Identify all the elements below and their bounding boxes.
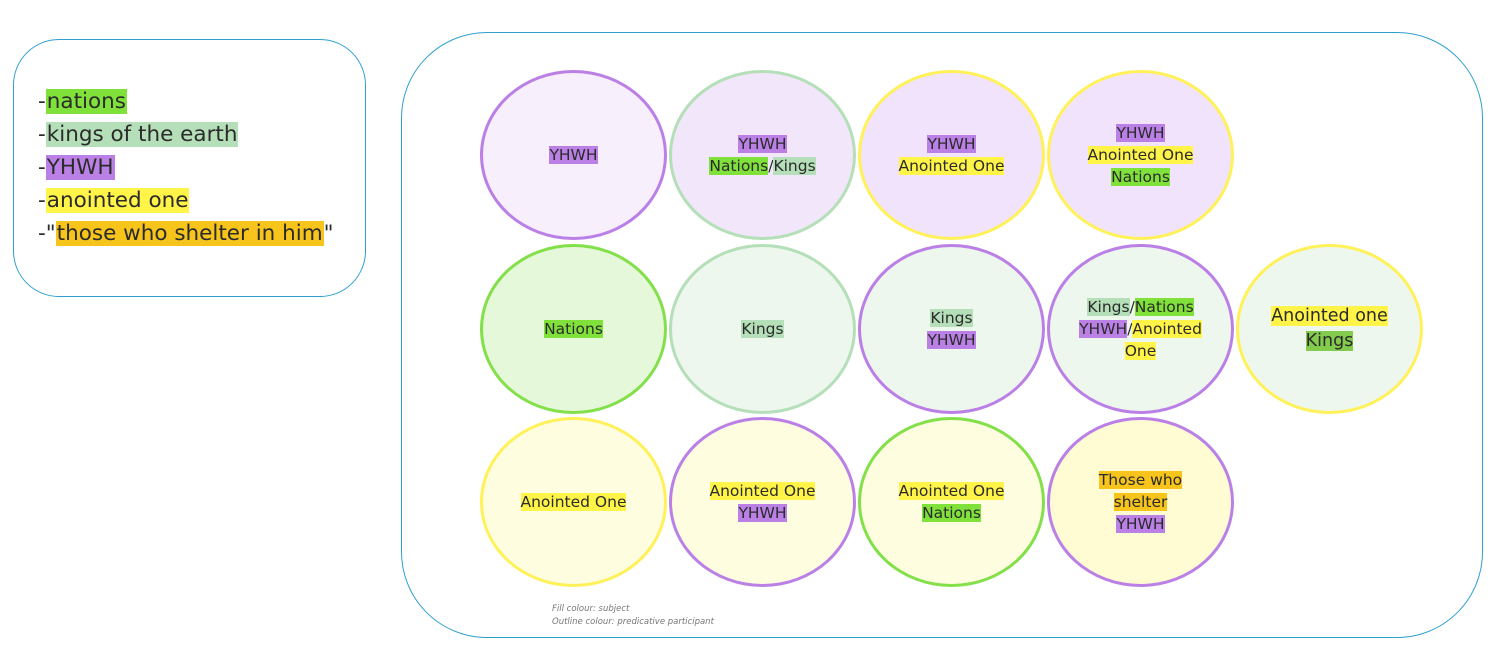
- ellipse-text-line: Anointed One: [709, 480, 816, 502]
- participant-label: Nations: [544, 320, 603, 338]
- participant-ellipse: YHWH Anointed One Nations: [1047, 70, 1234, 240]
- ellipse-text-line: YHWH: [927, 329, 976, 351]
- separator-slash: /: [1129, 298, 1135, 316]
- legend-prefix: -": [38, 221, 56, 246]
- ellipse-text-line: Kings: [1305, 329, 1354, 354]
- legend-item: -anointed one: [38, 184, 334, 217]
- participant-ellipse: Kings: [669, 244, 856, 414]
- participant-ellipse: Anointed One: [480, 417, 667, 587]
- diagram-frame: [401, 32, 1483, 638]
- participant-ellipse: Kings/Nations YHWH/Anointed One: [1047, 244, 1234, 414]
- diagram-notes: Fill colour: subject Outline colour: pre…: [552, 603, 714, 629]
- participant-label: One: [1124, 342, 1157, 360]
- legend-prefix: -: [38, 155, 46, 180]
- note-fill: Fill colour: subject: [552, 604, 630, 614]
- participant-label: Kings: [1087, 298, 1130, 316]
- legend-label: nations: [45, 89, 127, 114]
- participant-label: Anointed One: [709, 482, 816, 500]
- ellipse-text-line: Anointed One: [520, 491, 627, 513]
- participant-label: Kings: [930, 309, 973, 327]
- participant-ellipse: YHWH Nations/Kings: [669, 70, 856, 240]
- ellipse-text-line: YHWH/Anointed: [1079, 318, 1202, 340]
- legend-prefix: -: [38, 89, 46, 114]
- participant-label: Nations: [1111, 168, 1170, 186]
- participant-label: YHWH: [1079, 320, 1128, 338]
- participant-label: YHWH: [738, 135, 787, 153]
- legend-suffix: ": [323, 221, 334, 246]
- participant-label: Kings: [1305, 331, 1354, 351]
- ellipse-text-line: YHWH: [738, 502, 787, 524]
- participant-ellipse: Nations: [480, 244, 667, 414]
- ellipse-text-line: Kings: [741, 318, 784, 340]
- participant-label: Anointed One: [1087, 146, 1194, 164]
- legend-item: -"those who shelter in him": [38, 217, 334, 250]
- separator-slash: /: [1127, 320, 1133, 338]
- participant-label: Anointed One: [898, 157, 1005, 175]
- participant-ellipse: YHWH Anointed One: [858, 70, 1045, 240]
- ellipse-text-line: Nations: [922, 502, 981, 524]
- ellipse-text-line: Nations/Kings: [709, 155, 816, 177]
- legend-item: -kings of the earth: [38, 118, 334, 151]
- ellipse-text-line: Anointed one: [1271, 304, 1388, 329]
- participant-label: Anointed one: [1271, 306, 1388, 326]
- legend-item: -nations: [38, 85, 334, 118]
- legend-box: -nations -kings of the earth -YHWH -anointe…: [13, 39, 366, 297]
- ellipse-text-line: Nations: [1111, 166, 1170, 188]
- participant-label: Nations: [709, 157, 769, 175]
- ellipse-text-line: shelter: [1113, 491, 1168, 513]
- participant-label: YHWH: [1116, 124, 1165, 142]
- ellipse-text-line: YHWH: [1116, 122, 1165, 144]
- separator-slash: /: [768, 157, 774, 175]
- participant-label: Anointed One: [520, 493, 627, 511]
- participant-ellipse: Anointed One YHWH: [669, 417, 856, 587]
- participant-label: Anointed One: [898, 482, 1005, 500]
- ellipse-text-line: Those who: [1098, 469, 1183, 491]
- ellipse-text-line: Kings/Nations: [1087, 296, 1194, 318]
- note-outline: Outline colour: predicative participant: [552, 617, 714, 627]
- participant-ellipse: Anointed One Nations: [858, 417, 1045, 587]
- ellipse-text-line: YHWH: [927, 133, 976, 155]
- participant-label: shelter: [1113, 493, 1168, 511]
- ellipse-text-line: Anointed One: [1087, 144, 1194, 166]
- participant-label: Kings: [773, 157, 816, 175]
- participant-label: Nations: [922, 504, 981, 522]
- participant-ellipse: YHWH: [480, 70, 667, 240]
- legend-label: YHWH: [45, 155, 115, 180]
- participant-ellipse: Those who shelter YHWH: [1047, 417, 1234, 587]
- legend-prefix: -: [38, 188, 46, 213]
- ellipse-text-line: Kings: [930, 307, 973, 329]
- participant-label: Kings: [741, 320, 784, 338]
- participant-label: YHWH: [738, 504, 787, 522]
- ellipse-text-line: YHWH: [1116, 513, 1165, 535]
- legend-list: -nations -kings of the earth -YHWH -anointe…: [38, 85, 334, 250]
- legend-label: those who shelter in him: [55, 221, 324, 246]
- ellipse-text-line: YHWH: [549, 144, 598, 166]
- participant-label: YHWH: [927, 135, 976, 153]
- legend-label: kings of the earth: [45, 122, 239, 147]
- legend-item: -YHWH: [38, 151, 334, 184]
- participant-label: Nations: [1134, 298, 1194, 316]
- ellipse-text-line: One: [1124, 340, 1157, 362]
- participant-ellipse: Anointed one Kings: [1236, 244, 1423, 414]
- ellipse-text-line: Anointed One: [898, 480, 1005, 502]
- participant-label: YHWH: [549, 146, 598, 164]
- participant-label: YHWH: [1116, 515, 1165, 533]
- participant-label: YHWH: [927, 331, 976, 349]
- legend-prefix: -: [38, 122, 46, 147]
- participant-label: Anointed: [1132, 320, 1202, 338]
- participant-ellipse: Kings YHWH: [858, 244, 1045, 414]
- ellipse-text-line: Nations: [544, 318, 603, 340]
- ellipse-text-line: YHWH: [738, 133, 787, 155]
- participant-label: Those who: [1098, 471, 1183, 489]
- ellipse-text-line: Anointed One: [898, 155, 1005, 177]
- legend-label: anointed one: [45, 188, 190, 213]
